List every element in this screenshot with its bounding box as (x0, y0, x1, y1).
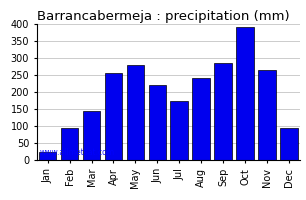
Bar (39, 152, 56, 160)
Bar (258, 70, 276, 160)
Bar (214, 63, 232, 160)
Bar (280, 128, 298, 160)
Bar (148, 85, 166, 160)
Text: www.allmetsat.com: www.allmetsat.com (39, 148, 114, 157)
Bar (170, 100, 188, 160)
Bar (105, 73, 122, 160)
Text: Barrancabermeja : precipitation (mm): Barrancabermeja : precipitation (mm) (37, 10, 289, 23)
Bar (83, 111, 100, 160)
Bar (127, 65, 144, 160)
Bar (236, 27, 254, 160)
Bar (61, 128, 78, 160)
Bar (192, 78, 210, 160)
